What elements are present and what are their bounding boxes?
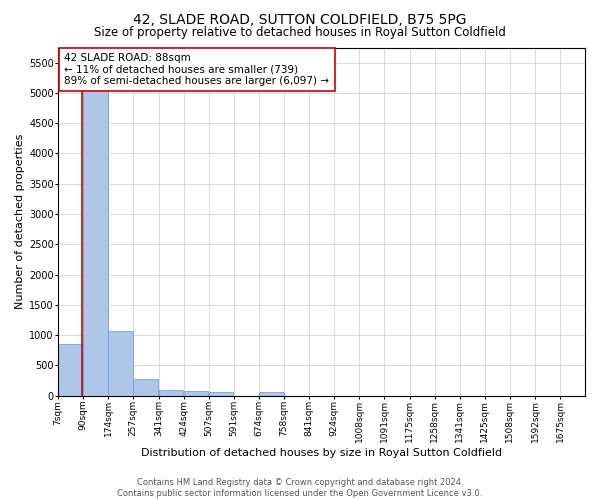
Bar [209, 392, 233, 396]
Bar [259, 392, 284, 396]
Bar [58, 344, 83, 396]
Bar [109, 332, 133, 396]
Bar [133, 378, 158, 396]
Bar [184, 391, 208, 396]
Text: 42 SLADE ROAD: 88sqm
← 11% of detached houses are smaller (739)
89% of semi-deta: 42 SLADE ROAD: 88sqm ← 11% of detached h… [64, 52, 329, 86]
Bar [159, 390, 184, 396]
X-axis label: Distribution of detached houses by size in Royal Sutton Coldfield: Distribution of detached houses by size … [141, 448, 502, 458]
Text: 42, SLADE ROAD, SUTTON COLDFIELD, B75 5PG: 42, SLADE ROAD, SUTTON COLDFIELD, B75 5P… [133, 12, 467, 26]
Y-axis label: Number of detached properties: Number of detached properties [15, 134, 25, 310]
Text: Size of property relative to detached houses in Royal Sutton Coldfield: Size of property relative to detached ho… [94, 26, 506, 39]
Text: Contains HM Land Registry data © Crown copyright and database right 2024.
Contai: Contains HM Land Registry data © Crown c… [118, 478, 482, 498]
Bar [83, 62, 108, 396]
